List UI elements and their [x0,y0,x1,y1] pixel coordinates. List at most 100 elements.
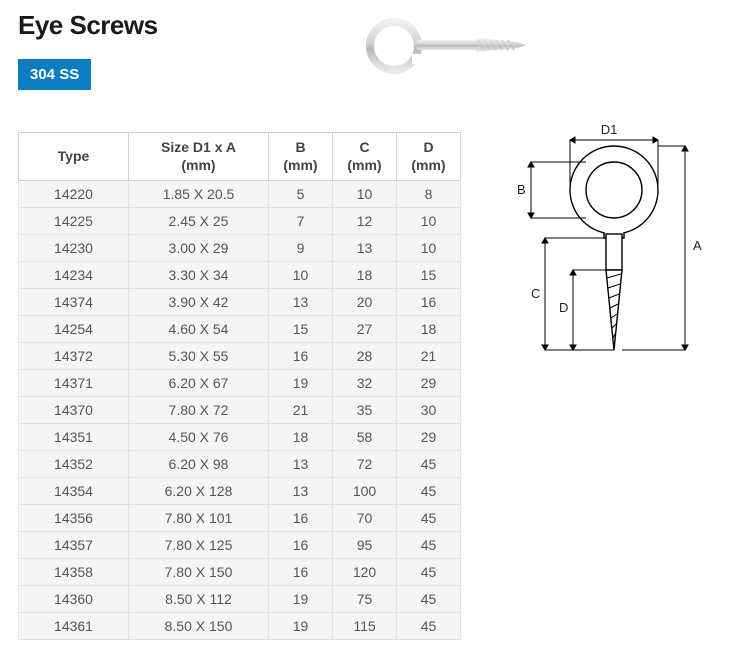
col-header-c: C(mm) [333,133,397,181]
cell-c: 13 [333,235,397,262]
cell-type: 14357 [19,532,129,559]
cell-c: 28 [333,343,397,370]
table-row: 143725.30 X 55162821 [19,343,461,370]
table-row: 143567.80 X 101167045 [19,505,461,532]
cell-type: 14370 [19,397,129,424]
cell-d: 15 [397,262,461,289]
col-header-d: D(mm) [397,133,461,181]
cell-d: 30 [397,397,461,424]
cell-b: 19 [269,613,333,640]
cell-d: 21 [397,343,461,370]
cell-type: 14356 [19,505,129,532]
cell-c: 10 [333,181,397,208]
cell-type: 14360 [19,586,129,613]
table-row: 142303.00 X 2991310 [19,235,461,262]
cell-c: 72 [333,451,397,478]
cell-size: 7.80 X 150 [129,559,269,586]
table-row: 143743.90 X 42132016 [19,289,461,316]
cell-c: 35 [333,397,397,424]
cell-type: 14225 [19,208,129,235]
cell-b: 13 [269,478,333,505]
table-row: 143546.20 X 1281310045 [19,478,461,505]
material-badge: 304 SS [18,59,91,90]
cell-d: 10 [397,208,461,235]
cell-type: 14220 [19,181,129,208]
cell-b: 19 [269,370,333,397]
cell-b: 21 [269,397,333,424]
cell-size: 5.30 X 55 [129,343,269,370]
cell-b: 9 [269,235,333,262]
cell-size: 2.45 X 25 [129,208,269,235]
spec-table: TypeSize D1 x A(mm)B(mm)C(mm)D(mm) 14220… [18,132,461,640]
cell-c: 12 [333,208,397,235]
dimension-diagram: D1 A B C [509,120,709,385]
cell-size: 3.00 X 29 [129,235,269,262]
cell-size: 3.30 X 34 [129,262,269,289]
cell-type: 14371 [19,370,129,397]
cell-d: 16 [397,289,461,316]
table-row: 143707.80 X 72213530 [19,397,461,424]
cell-c: 70 [333,505,397,532]
dim-label-a: A [693,238,702,253]
cell-c: 27 [333,316,397,343]
cell-c: 20 [333,289,397,316]
cell-size: 4.50 X 76 [129,424,269,451]
cell-d: 45 [397,613,461,640]
cell-d: 45 [397,478,461,505]
cell-d: 10 [397,235,461,262]
cell-d: 45 [397,586,461,613]
cell-c: 95 [333,532,397,559]
product-photo [358,4,538,89]
cell-b: 10 [269,262,333,289]
table-row: 143608.50 X 112197545 [19,586,461,613]
cell-size: 8.50 X 112 [129,586,269,613]
cell-c: 18 [333,262,397,289]
table-row: 143587.80 X 1501612045 [19,559,461,586]
table-row: 143618.50 X 1501911545 [19,613,461,640]
col-header-size: Size D1 x A(mm) [129,133,269,181]
cell-d: 45 [397,532,461,559]
cell-d: 45 [397,451,461,478]
cell-b: 18 [269,424,333,451]
cell-type: 14352 [19,451,129,478]
cell-type: 14361 [19,613,129,640]
cell-b: 15 [269,316,333,343]
dim-label-d1: D1 [601,122,618,137]
table-row: 143716.20 X 67193229 [19,370,461,397]
cell-type: 14254 [19,316,129,343]
table-row: 142252.45 X 2571210 [19,208,461,235]
cell-size: 6.20 X 98 [129,451,269,478]
cell-b: 13 [269,451,333,478]
table-row: 143514.50 X 76185829 [19,424,461,451]
cell-size: 7.80 X 125 [129,532,269,559]
cell-c: 75 [333,586,397,613]
cell-b: 16 [269,559,333,586]
cell-b: 5 [269,181,333,208]
table-row: 143577.80 X 125169545 [19,532,461,559]
table-row: 142544.60 X 54152718 [19,316,461,343]
cell-size: 7.80 X 101 [129,505,269,532]
cell-c: 100 [333,478,397,505]
cell-type: 14374 [19,289,129,316]
cell-c: 58 [333,424,397,451]
table-row: 143526.20 X 98137245 [19,451,461,478]
cell-size: 3.90 X 42 [129,289,269,316]
cell-d: 18 [397,316,461,343]
cell-b: 13 [269,289,333,316]
cell-b: 16 [269,343,333,370]
cell-size: 1.85 X 20.5 [129,181,269,208]
page-title: Eye Screws [18,10,158,41]
cell-b: 16 [269,505,333,532]
cell-size: 4.60 X 54 [129,316,269,343]
cell-b: 16 [269,532,333,559]
col-header-type: Type [19,133,129,181]
cell-b: 19 [269,586,333,613]
cell-type: 14230 [19,235,129,262]
cell-size: 8.50 X 150 [129,613,269,640]
cell-size: 6.20 X 128 [129,478,269,505]
cell-c: 32 [333,370,397,397]
cell-size: 7.80 X 72 [129,397,269,424]
cell-type: 14351 [19,424,129,451]
table-row: 142201.85 X 20.55108 [19,181,461,208]
cell-type: 14358 [19,559,129,586]
